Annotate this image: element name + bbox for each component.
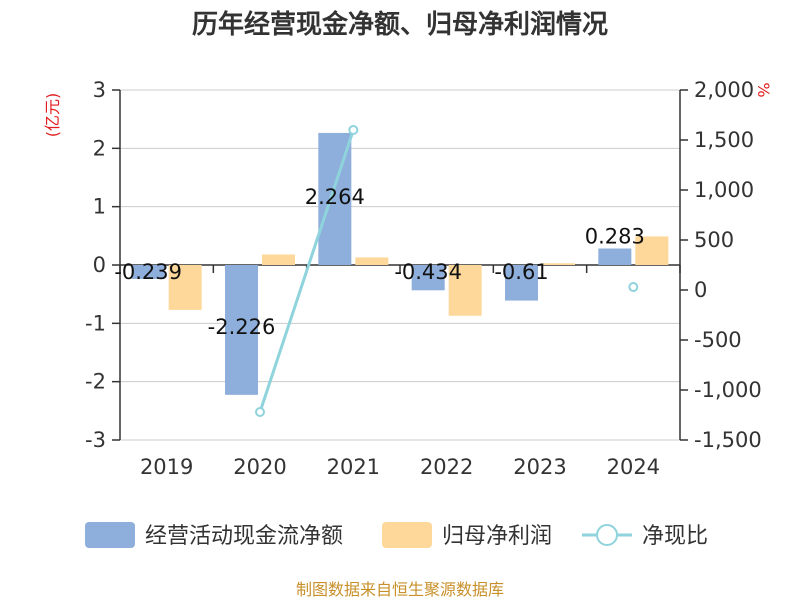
net-profit-bar [542,263,575,265]
right-axis-tick-label: 0 [694,278,707,302]
left-axis-tick-label: 2 [93,136,106,160]
right-axis-tick-label: 2,000 [694,78,754,102]
cashflow-bar [505,265,538,301]
x-axis-tick-label: 2024 [607,455,660,479]
left-axis-tick-label: -2 [85,370,106,394]
legend-label-ratio: 净现比 [642,524,708,549]
legend-swatch-net-profit [382,522,432,548]
x-axis-tick-label: 2020 [233,455,286,479]
ratio-point [628,282,639,292]
cashflow-bar [598,248,632,265]
right-axis-unit: % [754,82,773,97]
source-note: 制图数据来自恒生聚源数据库 [296,580,504,599]
x-axis-tick-label: 2023 [513,455,566,479]
cashflow-data-label: 2.264 [305,185,365,209]
net-profit-bar [448,265,482,316]
x-axis-tick-label: 2022 [420,455,473,479]
right-axis-tick-label: -500 [694,328,742,352]
net-profit-bar [168,265,202,310]
ratio-point [255,407,265,417]
cashflow-data-label: -0.239 [114,260,182,284]
left-axis-unit: (亿元) [43,93,62,138]
axes: 3 2 1 0 -1 -2 -3 2,000 1,500 1,000 500 0 -500 -1,000 -… [85,78,762,479]
legend-swatch-ratio-point [596,524,618,546]
cashflow-bar [131,265,165,279]
left-axis-tick-label: 0 [93,253,106,277]
data-labels: -0.239 -2.226 2.264 -0.434 -0.61 0.283 [114,185,645,339]
chart-title: 历年经营现金净额、归母净利润情况 [192,9,608,40]
x-axis-tick-label: 2021 [327,455,380,479]
right-axis-tick-label: 1,000 [694,178,754,202]
cashflow-bar [411,265,445,291]
legend-label-cashflow: 经营活动现金流净额 [145,524,343,549]
ratio-line [255,125,639,417]
cashflow-bar [225,265,258,395]
net-profit-bar [262,254,295,265]
left-axis-tick-label: -1 [85,311,106,335]
right-axis-tick-label: -1,000 [694,378,762,402]
legend-swatch-cashflow [85,522,135,548]
bars [131,132,669,395]
ratio-line-segment [258,129,355,413]
x-axis-tick-label: 2019 [140,455,193,479]
grid-lines [120,89,680,441]
left-axis-tick-label: -3 [85,428,106,452]
left-axis-tick-label: 3 [93,78,106,102]
cashflow-data-label: -0.434 [394,260,462,284]
net-profit-bar [635,236,669,265]
right-axis-tick-label: -1,500 [694,428,762,452]
cashflow-data-label: -0.61 [494,260,548,284]
right-axis-tick-label: 1,500 [694,128,754,152]
right-axis-tick-label: 500 [694,228,734,252]
cashflow-data-label: -2.226 [208,315,276,339]
ratio-point [348,125,359,135]
left-axis-tick-label: 1 [93,195,106,219]
legend: 经营活动现金流净额 归母净利润 净现比 [85,522,708,549]
net-profit-bar [355,257,389,265]
legend-label-net-profit: 归母净利润 [442,524,552,549]
cashflow-data-label: 0.283 [585,224,645,248]
